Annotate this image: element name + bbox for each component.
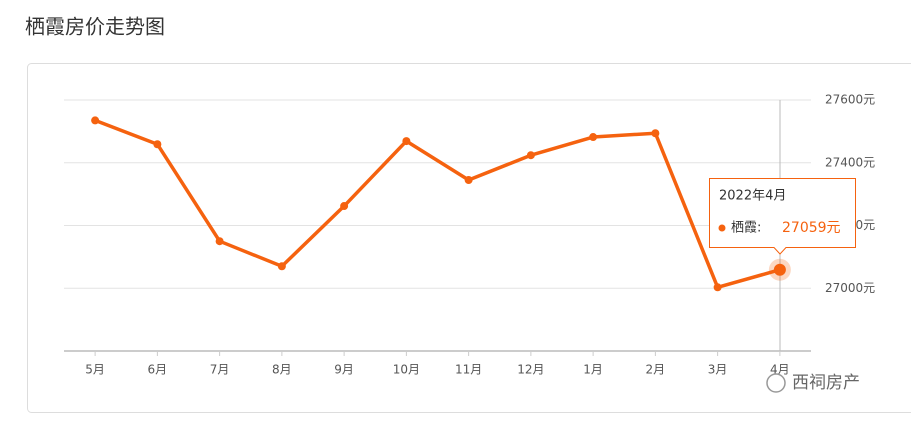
x-tick-label: 12月 [517,363,544,377]
x-tick-label: 8月 [272,363,292,377]
point [773,263,786,276]
chart-title: 栖霞房价走势图 [25,15,165,39]
point [340,202,349,211]
watermark: 西祠房产 [766,373,860,393]
tooltip-title: 2022年4月 [719,189,786,204]
point [651,129,660,138]
x-tick-label: 4月 [770,363,790,377]
tooltip-value: 27059元 [782,220,841,236]
x-tick-label: 11月 [455,363,482,377]
tooltip-label: 栖霞: [731,221,761,236]
plot [91,116,791,292]
series-line [94,118,781,290]
panel [27,63,911,413]
watermark-text: 西祠房产 [792,373,860,393]
point [153,140,162,149]
grid: 27000元27200元27400元27600元5月6月7月8月9月10月11月… [64,93,875,377]
point [277,262,286,271]
x-tick-label: 1月 [583,363,603,377]
x-tick-label: 5月 [85,363,105,377]
y-tick-label: 27400元 [825,155,875,169]
tooltip-dot [718,224,726,232]
y-tick-label: 27000元 [825,281,875,295]
x-tick-label: 9月 [334,363,354,377]
x-tick-label: 7月 [210,363,230,377]
tooltip-box [709,178,856,255]
x-tick-label: 3月 [708,363,728,377]
point [91,116,100,125]
x-tick-label: 10月 [393,363,420,377]
point [713,283,722,292]
point [402,137,411,146]
point [589,133,598,142]
point [526,151,535,160]
watermark-icon [766,373,786,393]
tooltip: 2022年4月 栖霞: 27059元 [709,178,856,255]
point [215,237,224,246]
point [464,176,473,185]
y-tick-label: 27600元 [825,93,875,107]
x-tick-label: 2月 [646,363,666,377]
x-tick-label: 6月 [148,363,168,377]
